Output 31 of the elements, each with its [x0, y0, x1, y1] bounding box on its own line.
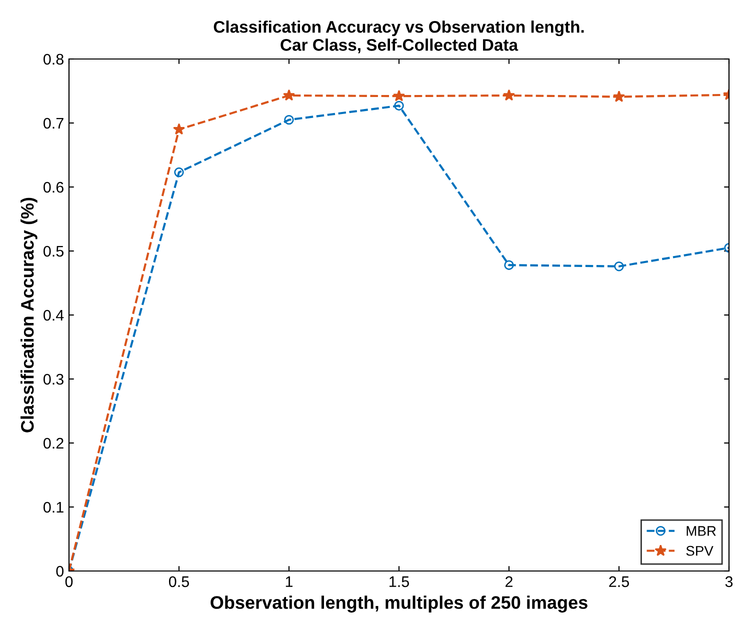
- y-tick-label: 0.1: [44, 502, 64, 513]
- x-axis-title: Observation length, multiples of 250 images: [210, 596, 588, 613]
- x-tick-label: 1: [286, 576, 293, 587]
- y-tick-label: 0.3: [44, 374, 64, 385]
- point: [503, 89, 515, 101]
- x-tick-label: 0: [65, 576, 73, 588]
- y-tick-label: 0.2: [44, 438, 64, 449]
- x-tick-label: 2.5: [609, 576, 629, 588]
- y-tick-label: 0.5: [44, 246, 64, 257]
- point: [394, 100, 404, 111]
- y-axis-title: Classification Accuracy (%): [20, 198, 38, 432]
- x-tick-label: 0.5: [168, 576, 189, 588]
- point: [284, 114, 294, 125]
- x-tick-label: 3: [725, 576, 733, 588]
- x-tick-label: 1.5: [390, 576, 409, 588]
- point: [613, 90, 625, 102]
- y-tick-label: 0.4: [44, 310, 64, 321]
- y-tick-label: 0.7: [44, 118, 64, 129]
- point: [504, 260, 514, 270]
- legend-label: SPV: [686, 546, 714, 556]
- legend-label: MBR: [686, 526, 716, 536]
- chart-title: Classification Accuracy vs Observation length. Car Class, Self-Collected Data: [214, 20, 584, 54]
- point: [614, 262, 624, 272]
- point: [393, 90, 405, 102]
- y-tick-label: 0: [56, 566, 64, 577]
- point: [283, 89, 295, 101]
- x-tick-label: 2: [506, 576, 512, 587]
- point: [173, 123, 185, 135]
- y-tick-label: 0.8: [44, 54, 64, 65]
- y-tick-label: 0.6: [44, 182, 64, 193]
- point: [174, 167, 184, 178]
